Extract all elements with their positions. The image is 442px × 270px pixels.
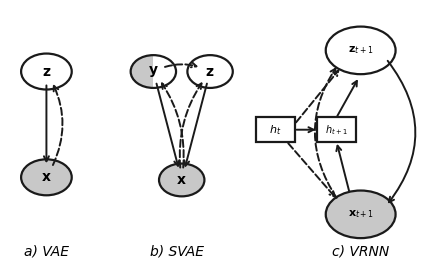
FancyArrowPatch shape (337, 81, 357, 116)
FancyArrowPatch shape (336, 146, 349, 191)
Text: a) VAE: a) VAE (24, 244, 69, 258)
Ellipse shape (326, 191, 396, 238)
FancyArrowPatch shape (156, 84, 179, 166)
Ellipse shape (21, 159, 72, 195)
FancyArrowPatch shape (162, 83, 184, 168)
Text: $\mathbf{x}$: $\mathbf{x}$ (41, 170, 52, 184)
FancyArrowPatch shape (184, 84, 207, 166)
Ellipse shape (187, 55, 233, 88)
Bar (153, 52, 180, 88)
Ellipse shape (159, 164, 204, 196)
FancyArrowPatch shape (296, 71, 338, 122)
FancyArrowPatch shape (44, 85, 49, 161)
Text: $h_{t+1}$: $h_{t+1}$ (325, 123, 348, 137)
FancyArrowPatch shape (288, 143, 335, 197)
Text: $\mathbf{z}_{t+1}$: $\mathbf{z}_{t+1}$ (348, 45, 373, 56)
Bar (317, 117, 356, 142)
Bar (256, 117, 295, 142)
Text: c) VRNN: c) VRNN (332, 244, 389, 258)
Ellipse shape (21, 53, 72, 90)
Text: $\mathbf{z}$: $\mathbf{z}$ (206, 65, 215, 79)
Text: $\mathbf{y}$: $\mathbf{y}$ (148, 64, 159, 79)
FancyArrowPatch shape (165, 62, 196, 67)
FancyArrowPatch shape (53, 86, 62, 165)
Text: $h_t$: $h_t$ (269, 123, 282, 137)
FancyArrowPatch shape (180, 83, 202, 168)
Text: $\mathbf{z}$: $\mathbf{z}$ (42, 65, 51, 79)
FancyArrowPatch shape (315, 69, 337, 198)
FancyArrowPatch shape (297, 127, 313, 132)
Text: $\mathbf{x}$: $\mathbf{x}$ (176, 173, 187, 187)
Text: $\mathbf{x}_{t+1}$: $\mathbf{x}_{t+1}$ (347, 208, 374, 220)
Text: b) SVAE: b) SVAE (150, 244, 204, 258)
FancyArrowPatch shape (388, 61, 415, 202)
Ellipse shape (131, 55, 176, 88)
Ellipse shape (326, 26, 396, 74)
